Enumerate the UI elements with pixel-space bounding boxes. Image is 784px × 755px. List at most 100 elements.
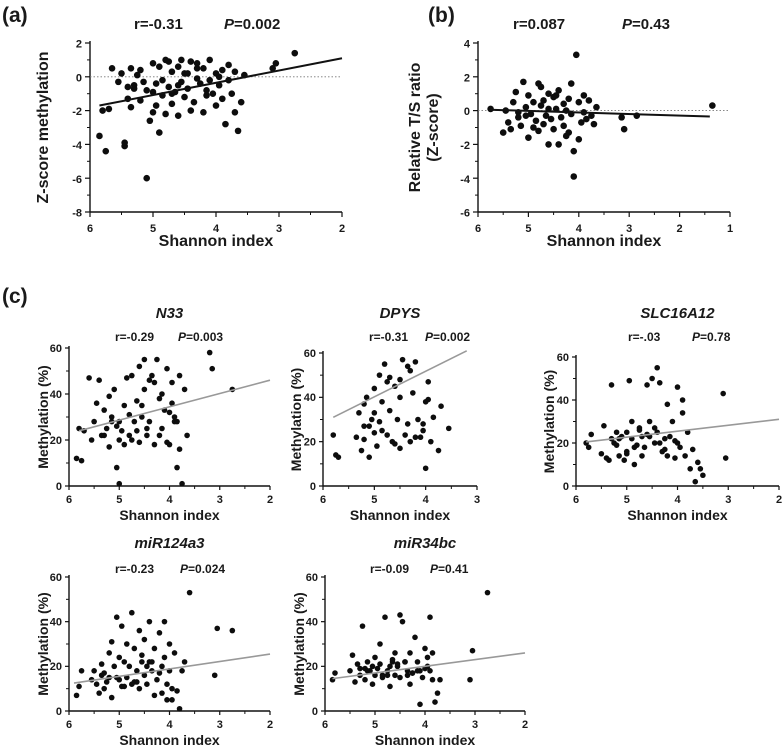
- data-point: [588, 431, 595, 438]
- regression-line: [73, 653, 271, 684]
- data-point: [203, 87, 210, 94]
- data-point: [88, 437, 95, 443]
- data-point: [417, 701, 423, 708]
- data-point: [169, 697, 175, 703]
- data-point: [417, 434, 424, 441]
- data-point: [127, 103, 135, 111]
- data-point: [136, 627, 143, 634]
- data-point: [484, 589, 491, 596]
- data-point: [98, 672, 105, 679]
- data-point: [565, 95, 573, 103]
- data-point: [434, 690, 441, 696]
- data-point: [214, 625, 221, 632]
- data-point: [697, 466, 704, 472]
- data-point: [129, 437, 135, 443]
- x-tick-label: 2: [339, 223, 345, 235]
- data-point: [187, 58, 195, 65]
- stat-r: r=-0.23: [115, 562, 154, 576]
- data-point: [515, 114, 522, 121]
- data-point: [111, 386, 118, 393]
- data-point: [527, 110, 535, 118]
- data-point: [151, 692, 158, 699]
- data-point: [123, 375, 130, 381]
- data-point: [601, 423, 607, 429]
- data-point: [357, 665, 363, 672]
- data-point: [369, 663, 376, 670]
- y-axis-title: Z-score methylation: [35, 51, 52, 203]
- data-point: [467, 676, 473, 683]
- data-point: [161, 618, 168, 625]
- data-point: [131, 645, 138, 652]
- panel-label-b: (b): [428, 4, 455, 27]
- data-point: [127, 65, 135, 72]
- data-point: [394, 661, 401, 667]
- data-point: [78, 457, 85, 464]
- panel-label-a: (a): [2, 4, 28, 27]
- data-point: [113, 464, 120, 471]
- data-point: [427, 668, 433, 674]
- data-point: [407, 367, 414, 374]
- regression-line: [332, 350, 468, 418]
- data-point: [141, 636, 148, 643]
- data-point: [560, 122, 567, 130]
- data-point: [677, 444, 683, 451]
- y-tick-label: 0: [56, 706, 62, 718]
- x-tick-label: 2: [267, 719, 273, 731]
- data-point: [129, 609, 135, 616]
- x-axis-title: Shannon index: [119, 507, 220, 523]
- data-point: [512, 88, 520, 96]
- data-point: [654, 364, 660, 371]
- data-point: [435, 447, 442, 454]
- y-tick-label: -4: [72, 140, 83, 152]
- y-tick-label: 0: [76, 72, 82, 84]
- data-point: [560, 100, 567, 108]
- data-point: [131, 418, 138, 425]
- stat-p-value: =0.002: [433, 330, 470, 344]
- data-point: [139, 402, 145, 409]
- data-point: [371, 410, 378, 416]
- x-tick-label: 5: [372, 719, 378, 731]
- data-point: [144, 432, 150, 439]
- data-point: [651, 440, 658, 446]
- data-point: [162, 110, 169, 118]
- data-point: [631, 444, 638, 451]
- data-point: [420, 427, 426, 434]
- data-point: [562, 132, 570, 140]
- chart-title: miR34bc: [394, 535, 457, 552]
- y-tick-label: 4: [464, 39, 471, 51]
- stat-p: P=0.003: [178, 330, 223, 344]
- data-point: [118, 623, 125, 629]
- chart-title: miR124a3: [134, 535, 205, 552]
- data-point: [437, 676, 443, 683]
- data-point: [387, 683, 393, 690]
- stat-p-letter: P: [425, 330, 434, 344]
- data-point: [174, 688, 180, 694]
- data-point: [231, 108, 239, 116]
- stat-p: P=0.002: [425, 330, 470, 344]
- data-point: [91, 668, 97, 674]
- data-point: [384, 672, 391, 679]
- data-point: [332, 670, 338, 676]
- data-point: [179, 480, 185, 487]
- data-point: [130, 85, 138, 92]
- data-point: [682, 453, 688, 459]
- data-point: [219, 95, 226, 103]
- y-tick-label: 60: [557, 352, 569, 364]
- x-tick-label: 6: [320, 494, 326, 506]
- x-tick-label: 4: [423, 494, 430, 506]
- stat-r: r=-.03: [628, 330, 661, 344]
- y-tick-label: -6: [72, 174, 82, 186]
- data-point: [664, 453, 671, 459]
- data-point: [620, 125, 628, 133]
- data-point: [113, 423, 120, 430]
- chart-title: N33: [156, 305, 184, 322]
- x-tick-label: 6: [475, 223, 481, 235]
- data-point: [144, 425, 150, 432]
- data-point: [133, 71, 141, 79]
- stat-r: r=0.087: [513, 16, 565, 33]
- stat-r: r=-0.09: [370, 562, 409, 576]
- y-axis-title-line: (Z-score): [425, 93, 442, 161]
- data-point: [149, 659, 155, 665]
- data-point: [402, 432, 408, 438]
- y-axis-title: Methylation (%): [541, 370, 557, 473]
